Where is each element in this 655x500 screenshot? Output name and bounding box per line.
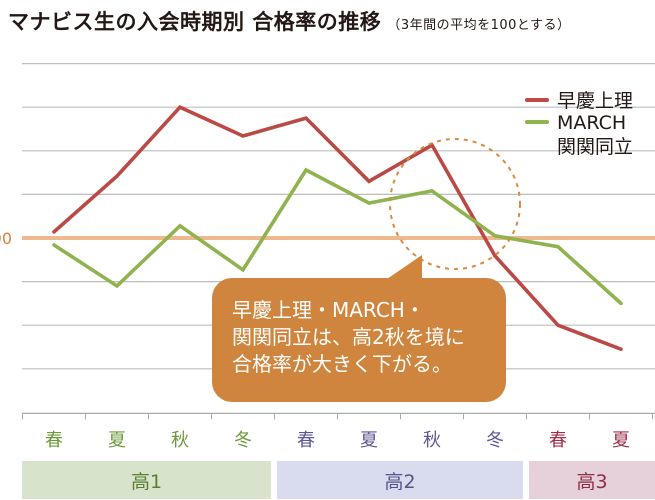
data-point: [52, 230, 56, 234]
category-label: 秋: [423, 430, 441, 451]
data-point: [52, 243, 56, 247]
callout-text-line: 早慶上理・MARCH・: [232, 298, 425, 322]
data-point: [241, 134, 245, 138]
callout-text-line: 関関同立は、高2秋を境に: [232, 325, 465, 349]
category-label: 春: [549, 430, 567, 451]
data-point: [115, 174, 119, 178]
chart-title: マナビス生の入会時期別 合格率の推移 （3年間の平均を100とする）: [8, 6, 571, 36]
category-label: 冬: [486, 430, 504, 451]
data-point: [367, 201, 371, 205]
series-line-0: [52, 105, 623, 351]
series-line-1: [52, 167, 623, 306]
group-label: 高1: [131, 471, 162, 493]
data-point: [178, 224, 182, 228]
data-point: [430, 189, 434, 193]
data-point: [493, 254, 497, 258]
data-point: [367, 179, 371, 183]
title-text: マナビス生の入会時期別 合格率の推移: [8, 10, 382, 34]
category-label: 冬: [234, 430, 252, 451]
data-point: [241, 268, 245, 272]
group-bar: [277, 461, 523, 499]
callout-box: [212, 278, 506, 402]
category-label: 秋: [171, 430, 189, 451]
group-bar: [529, 461, 655, 499]
group-label: 高3: [576, 471, 607, 493]
data-point: [115, 284, 119, 288]
data-point: [178, 105, 182, 109]
data-point: [556, 245, 560, 249]
data-point: [619, 301, 623, 305]
category-label: 春: [297, 430, 315, 451]
legend-label: 関関同立: [557, 136, 633, 158]
callout-pointer: [387, 255, 422, 279]
data-point: [556, 323, 560, 327]
data-point: [493, 234, 497, 238]
chart-subtitle: （3年間の平均を100とする）: [387, 18, 571, 33]
highlight-circle: [389, 138, 521, 270]
group-bar: [22, 461, 271, 499]
category-label: 夏: [108, 430, 126, 451]
data-point: [619, 347, 623, 351]
category-label: 夏: [612, 430, 630, 451]
legend-label: 早慶上理: [557, 90, 633, 112]
callout-text-line: 合格率が大きく下がる。: [232, 352, 452, 376]
data-point: [304, 168, 308, 172]
category-label: 夏: [360, 430, 378, 451]
group-label: 高2: [384, 471, 415, 493]
category-label: 春: [45, 430, 63, 451]
data-point: [304, 116, 308, 120]
legend-label: MARCH: [557, 112, 626, 134]
reference-line-label: 100: [0, 229, 12, 248]
